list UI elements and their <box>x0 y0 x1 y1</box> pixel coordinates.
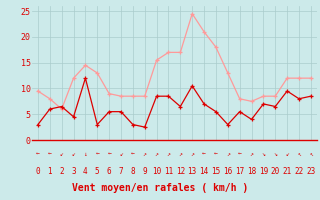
Text: 17: 17 <box>235 166 244 176</box>
Text: 6: 6 <box>107 166 111 176</box>
Text: 16: 16 <box>223 166 232 176</box>
Text: ←: ← <box>238 152 242 156</box>
Text: ↓: ↓ <box>84 152 87 156</box>
Text: ↗: ↗ <box>179 152 182 156</box>
Text: ←: ← <box>202 152 206 156</box>
Text: ↙: ↙ <box>60 152 64 156</box>
Text: ↗: ↗ <box>167 152 170 156</box>
Text: 0: 0 <box>36 166 40 176</box>
Text: ↗: ↗ <box>250 152 253 156</box>
Text: ↗: ↗ <box>155 152 158 156</box>
Text: 11: 11 <box>164 166 173 176</box>
Text: 12: 12 <box>176 166 185 176</box>
Text: 18: 18 <box>247 166 256 176</box>
Text: ↖: ↖ <box>309 152 313 156</box>
Text: 13: 13 <box>188 166 197 176</box>
Text: Vent moyen/en rafales ( km/h ): Vent moyen/en rafales ( km/h ) <box>72 183 248 193</box>
Text: ↘: ↘ <box>273 152 277 156</box>
Text: ↖: ↖ <box>297 152 301 156</box>
Text: 10: 10 <box>152 166 161 176</box>
Text: ←: ← <box>131 152 135 156</box>
Text: 1: 1 <box>47 166 52 176</box>
Text: 3: 3 <box>71 166 76 176</box>
Text: ↙: ↙ <box>119 152 123 156</box>
Text: 21: 21 <box>283 166 292 176</box>
Text: 2: 2 <box>59 166 64 176</box>
Text: ←: ← <box>95 152 99 156</box>
Text: ←: ← <box>48 152 52 156</box>
Text: 15: 15 <box>211 166 220 176</box>
Text: ←: ← <box>107 152 111 156</box>
Text: 23: 23 <box>306 166 316 176</box>
Text: ↗: ↗ <box>190 152 194 156</box>
Text: ←: ← <box>36 152 40 156</box>
Text: ←: ← <box>214 152 218 156</box>
Text: ↗: ↗ <box>226 152 230 156</box>
Text: ↙: ↙ <box>72 152 76 156</box>
Text: 9: 9 <box>142 166 147 176</box>
Text: 8: 8 <box>131 166 135 176</box>
Text: ↙: ↙ <box>285 152 289 156</box>
Text: 7: 7 <box>119 166 123 176</box>
Text: 4: 4 <box>83 166 88 176</box>
Text: 20: 20 <box>271 166 280 176</box>
Text: 14: 14 <box>199 166 209 176</box>
Text: ↘: ↘ <box>261 152 265 156</box>
Text: 19: 19 <box>259 166 268 176</box>
Text: 5: 5 <box>95 166 100 176</box>
Text: ↗: ↗ <box>143 152 147 156</box>
Text: 22: 22 <box>294 166 304 176</box>
